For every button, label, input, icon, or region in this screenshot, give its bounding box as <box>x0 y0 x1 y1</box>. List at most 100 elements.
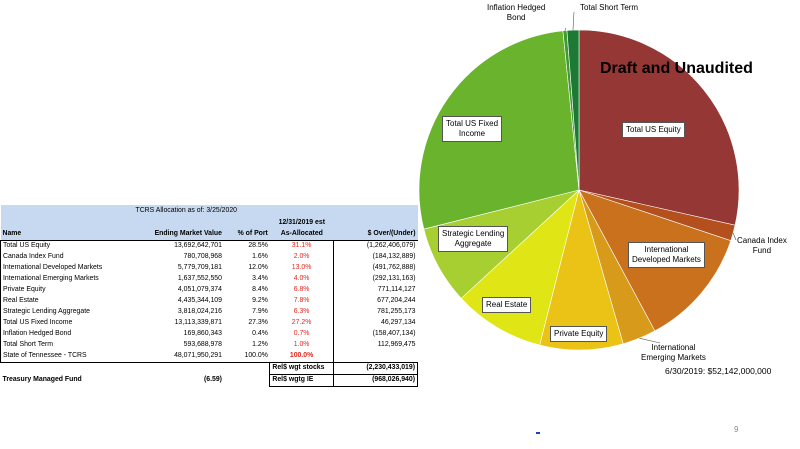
treasury-label: Rel$ wgtg IE <box>269 374 335 387</box>
row-alloc: 4.0% <box>269 274 335 285</box>
allocation-table-container: TCRS Allocation as of: 3/25/2020 12/31/2… <box>0 205 418 387</box>
table-header-row: Name Ending Market Value % of Port As-Al… <box>0 229 418 241</box>
row-name: Total Short Term <box>0 340 127 351</box>
row-pct: 8.4% <box>252 286 268 294</box>
leader-line-short-term <box>572 11 575 31</box>
row-pct: 9.2% <box>252 297 268 305</box>
table-caption-row: TCRS Allocation as of: 3/25/2020 <box>0 205 418 218</box>
row-pct: 3.4% <box>252 275 268 283</box>
col-header-alloc: As-Allocated <box>269 229 334 241</box>
slice-label-canada-line1: Canada Index <box>737 236 787 245</box>
col-header-over: $ Over/(Under) <box>333 229 418 241</box>
row-name: Strategic Lending Aggregate <box>0 307 127 318</box>
row-over: 781,255,173 <box>377 308 416 316</box>
allocation-table: TCRS Allocation as of: 3/25/2020 12/31/2… <box>0 205 418 387</box>
row-emv: 593,688,978 <box>183 341 222 349</box>
table-row: International Developed Markets 5,779,709… <box>0 263 418 274</box>
leader-line-inflation <box>564 27 567 31</box>
total-name: State of Tennessee - TCRS <box>0 351 127 363</box>
table-row: Total Short Term 593,688,978 1.2% 1.0% 112,9… <box>0 340 418 351</box>
row-emv: 3,818,024,216 <box>177 308 222 316</box>
row-emv: 5,779,709,181 <box>177 264 222 272</box>
row-over: 677,204,244 <box>377 297 416 305</box>
row-alloc: 2.0% <box>269 252 335 263</box>
row-pct: 12.0% <box>248 264 268 272</box>
table-row: Strategic Lending Aggregate 3,818,024,216… <box>0 307 418 318</box>
row-over: (491,762,888) <box>372 264 416 272</box>
stray-mark <box>536 432 540 434</box>
leader-line-canada <box>732 232 737 241</box>
slice-label-canada: Canada Index Fund <box>737 236 787 256</box>
rel-stocks-value: (2,230,433,019) <box>333 362 418 375</box>
table-row: International Emerging Markets 1,637,552,… <box>0 274 418 285</box>
total-pct: 100.0% <box>223 351 270 363</box>
slice-label-intl-developed: International Developed Markets <box>628 242 705 268</box>
row-emv: 4,051,079,374 <box>177 286 222 294</box>
slice-label-canada-line2: Fund <box>752 246 772 255</box>
slice-label-real-estate: Real Estate <box>482 297 532 313</box>
leader-line-intl-emerging <box>639 337 661 344</box>
row-over: 46,297,134 <box>381 319 416 327</box>
row-over: 112,969,475 <box>377 341 416 349</box>
table-row: Real Estate 4,435,344,109 9.2% 7.8% 677,204,… <box>0 296 418 307</box>
row-pct: 7.9% <box>252 308 268 316</box>
slice-label-short-term-text: Total Short Term <box>580 3 639 12</box>
row-pct: 1.6% <box>252 253 268 261</box>
treasury-name: Treasury Managed Fund <box>2 376 82 384</box>
page-number: 9 <box>734 425 739 434</box>
slice-label-fixed-income: Total US Fixed Income <box>442 116 503 142</box>
slice-label-inflation-line1: Inflation Hedged <box>487 3 546 12</box>
slice-label-strategic-line2: Aggregate <box>454 239 492 248</box>
row-alloc: 13.0% <box>269 263 335 274</box>
row-over: (1,262,406,079) <box>366 242 416 250</box>
row-alloc: 7.8% <box>269 296 335 307</box>
slice-label-private-equity-text: Private Equity <box>554 329 604 338</box>
table-row: Private Equity 4,051,079,374 8.4% 6.8% 771,1… <box>0 285 418 296</box>
row-alloc: 27.2% <box>269 318 335 329</box>
pie-slice <box>539 188 624 351</box>
row-alloc: 1.0% <box>269 340 335 351</box>
row-alloc: 0.7% <box>269 329 335 340</box>
row-pct: 28.5% <box>248 242 268 250</box>
table-row: Total US Fixed Income 13,113,339,871 27.3%… <box>0 318 418 329</box>
rel-stocks-label: Rel$ wgt stocks <box>269 362 335 375</box>
slice-label-real-estate-text: Real Estate <box>486 300 528 309</box>
slice-label-inflation-line2: Bond <box>506 13 526 22</box>
slice-label-strategic-lending: Strategic Lending Aggregate <box>438 226 509 252</box>
row-pct: 1.2% <box>252 341 268 349</box>
row-pct: 27.3% <box>248 319 268 327</box>
row-emv: 780,708,968 <box>183 253 222 261</box>
slice-label-intl-em-line1: International <box>651 343 696 352</box>
total-footnote: 6/30/2019: $52,142,000,000 <box>665 366 772 376</box>
row-emv: 1,637,552,550 <box>177 275 222 283</box>
slice-label-us-equity-text: Total US Equity <box>626 125 681 134</box>
row-emv: 169,860,343 <box>183 330 222 338</box>
slice-label-private-equity: Private Equity <box>550 326 608 342</box>
slice-label-intl-dev-line1: International <box>644 245 689 254</box>
row-name: Total US Equity <box>0 240 127 252</box>
col-header-pct: % of Port <box>223 229 270 241</box>
col-header-name: Name <box>0 229 127 241</box>
row-emv: 4,435,344,109 <box>177 297 222 305</box>
row-alloc: 31.1% <box>269 240 335 252</box>
rel-stocks-row: Rel$ wgt stocks (2,230,433,019) <box>1 362 418 375</box>
row-over: (184,132,889) <box>372 253 416 261</box>
slice-label-intl-emerging: International Emerging Markets <box>641 343 706 363</box>
row-emv: 13,692,642,701 <box>174 242 222 250</box>
table-caption: TCRS Allocation as of: 3/25/2020 <box>0 205 418 218</box>
slice-label-fixed-income-line1: Total US Fixed <box>446 119 499 128</box>
row-name: Private Equity <box>0 285 127 296</box>
row-name: Real Estate <box>0 296 127 307</box>
slice-label-intl-em-line2: Emerging Markets <box>641 353 706 362</box>
est-header: 12/31/2019 est <box>269 218 334 229</box>
row-name: Canada Index Fund <box>0 252 127 263</box>
col-header-emv: Ending Market Value <box>126 229 224 241</box>
slice-label-fixed-income-line2: Income <box>458 129 486 138</box>
total-alloc: 100.0% <box>269 351 335 363</box>
treasury-value: (6.59) <box>203 376 222 384</box>
row-over: (158,407,134) <box>372 330 416 338</box>
table-subheader-row: 12/31/2019 est <box>0 218 418 229</box>
pie-slice <box>566 29 580 191</box>
row-over: 771,114,127 <box>377 286 416 294</box>
row-name: International Emerging Markets <box>0 274 127 285</box>
